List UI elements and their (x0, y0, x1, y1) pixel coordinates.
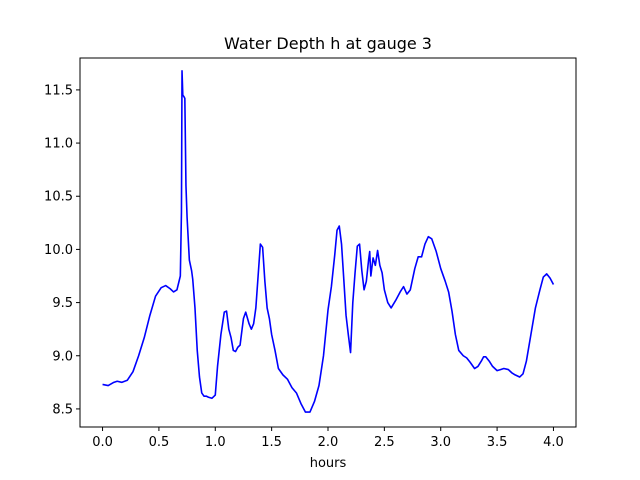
y-tick-label: 8.5 (52, 402, 73, 417)
x-tick-label: 3.0 (430, 435, 451, 450)
chart-title: Water Depth h at gauge 3 (224, 34, 432, 53)
y-axis-ticks: 8.5 9.0 9.5 10.0 10.5 11.0 11.5 (44, 83, 80, 417)
x-tick-label: 2.0 (318, 435, 339, 450)
y-tick-label: 10.5 (44, 190, 73, 205)
x-tick-label: 0.0 (92, 435, 113, 450)
x-axis-label: hours (310, 456, 347, 471)
y-tick-label: 10.0 (44, 243, 73, 258)
x-tick-label: 3.5 (487, 435, 508, 450)
series-line-0 (102, 69, 555, 413)
x-tick-label: 2.5 (374, 435, 395, 450)
y-tick-label: 11.0 (44, 137, 73, 152)
y-tick-label: 9.5 (52, 296, 73, 311)
plot-area (102, 69, 555, 413)
y-tick-label: 9.0 (52, 349, 73, 364)
y-tick-label: 11.5 (44, 83, 73, 98)
x-tick-label: 1.5 (261, 435, 282, 450)
x-tick-label: 1.0 (205, 435, 226, 450)
x-axis-ticks: 0.0 0.5 1.0 1.5 2.0 2.5 3.0 3.5 4.0 (92, 427, 564, 450)
x-tick-label: 0.5 (149, 435, 170, 450)
x-tick-label: 4.0 (543, 435, 564, 450)
plot-frame (79, 57, 577, 428)
